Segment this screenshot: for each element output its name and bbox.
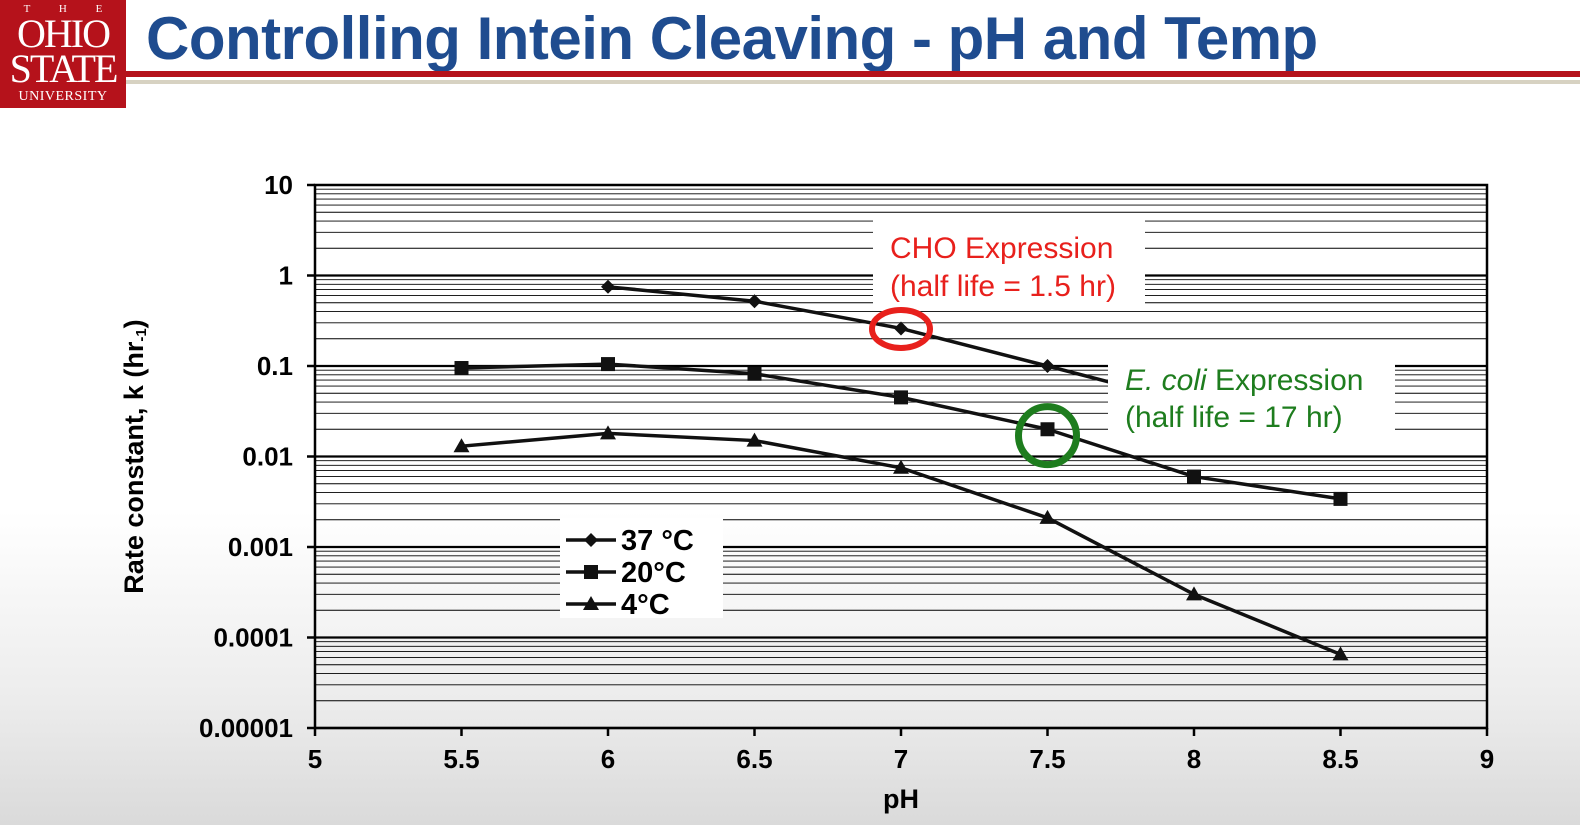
cho-highlight-circle	[869, 306, 933, 351]
title-rule	[126, 71, 1580, 77]
data-point-diamond	[747, 294, 762, 309]
legend-items: 37 °C20°C4°C	[566, 525, 694, 621]
legend-label: 37 °C	[621, 525, 694, 557]
series-layer	[453, 279, 1349, 661]
data-point-triangle	[893, 459, 909, 474]
data-point-triangle	[1039, 509, 1056, 524]
data-point-triangle	[746, 432, 763, 447]
data-point-triangle	[1332, 646, 1349, 661]
legend-item: 4°C	[566, 589, 670, 621]
ecoli-italic: E. coli	[1125, 364, 1208, 397]
x-tick-label: 7	[894, 744, 908, 774]
data-point-square	[1333, 491, 1348, 506]
legend-label: 4°C	[621, 589, 670, 621]
y-tick-label: 0.01	[242, 442, 293, 472]
axis-ticks: 10 1 0.1 0.01 0.001 0.0001 0.00001 5 5.5 6 6.5 7 7.5…	[199, 170, 1494, 774]
ecoli-annotation-line1: E. coli Expression	[1125, 364, 1363, 397]
logo-ohio: OHIO	[17, 11, 111, 56]
y-axis-label: Rate constant, k (hr-1)	[119, 319, 150, 593]
y-tick-label: 0.00001	[199, 713, 293, 743]
legend-marker-diamond	[584, 533, 598, 547]
title-rule-shadow	[126, 80, 1580, 84]
x-tick-label: 6.5	[736, 744, 772, 774]
data-point-triangle	[600, 425, 616, 440]
x-tick-label: 8.5	[1322, 744, 1358, 774]
ecoli-highlight-circle	[1015, 403, 1080, 469]
y-tick-label: 0.001	[228, 532, 293, 562]
cho-annotation: CHO Expression (half life = 1.5 hr)	[873, 218, 1145, 310]
cho-annotation-line2: (half life = 1.5 hr)	[890, 270, 1116, 303]
y-axis-label-close: )	[119, 319, 149, 328]
x-tick-label: 8	[1187, 744, 1201, 774]
ohio-state-logo: T H E OHIO STATE UNIVERSITY	[0, 0, 126, 108]
series-triangle	[453, 425, 1349, 661]
data-point-diamond	[601, 279, 615, 294]
y-tick-label: 1	[279, 261, 293, 291]
x-tick-label: 6	[601, 744, 615, 774]
legend-marker-square	[584, 565, 598, 579]
slide-title: Controlling Intein Cleaving - pH and Tem…	[146, 5, 1318, 72]
data-point-diamond	[1040, 359, 1055, 373]
logo-the: T H E	[23, 3, 116, 15]
cho-annotation-line1: CHO Expression	[890, 232, 1113, 265]
x-tick-label: 5.5	[443, 744, 479, 774]
x-tick-label: 9	[1480, 744, 1494, 774]
data-point-square	[601, 357, 615, 372]
data-point-triangle	[453, 438, 470, 453]
series-square	[454, 357, 1348, 506]
y-axis-label-main: Rate constant, k (hr	[119, 341, 149, 594]
legend-label: 20°C	[621, 557, 686, 589]
data-point-square	[454, 361, 469, 376]
legend: 37 °C20°C4°C	[560, 518, 723, 621]
legend-item: 37 °C	[566, 525, 694, 557]
x-axis-label: pH	[883, 784, 919, 814]
data-point-square	[1040, 422, 1055, 437]
cho-annotation-box	[873, 218, 1145, 310]
data-point-square	[1187, 469, 1201, 484]
data-point-square	[747, 366, 762, 381]
y-axis-label-sup: -1	[133, 328, 150, 341]
y-tick-label: 10	[264, 170, 293, 200]
logo-university: UNIVERSITY	[18, 89, 108, 104]
legend-item: 20°C	[566, 557, 686, 589]
y-tick-label: 0.0001	[213, 623, 293, 653]
ecoli-expression: Expression	[1207, 364, 1364, 397]
logo-state: STATE	[9, 46, 119, 91]
data-point-square	[894, 390, 908, 405]
legend-marker-triangle	[583, 596, 599, 610]
data-point-triangle	[1186, 586, 1202, 601]
y-tick-label: 0.1	[257, 351, 293, 381]
x-tick-label: 7.5	[1029, 744, 1065, 774]
ecoli-annotation: E. coli Expression (half life = 17 hr)	[1108, 355, 1395, 440]
ecoli-annotation-line2: (half life = 17 hr)	[1125, 401, 1343, 434]
ecoli-annotation-box	[1108, 355, 1395, 440]
data-point-diamond	[894, 321, 908, 336]
x-tick-label: 5	[308, 744, 322, 774]
